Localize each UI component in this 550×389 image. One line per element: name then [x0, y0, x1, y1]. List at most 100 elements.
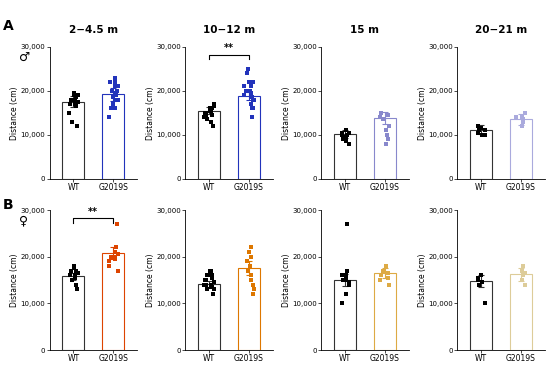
Point — [518, 277, 526, 283]
Text: **: ** — [224, 43, 234, 53]
Point — [107, 254, 116, 260]
Y-axis label: Distance (cm): Distance (cm) — [10, 86, 19, 140]
Point — [66, 96, 75, 103]
Point — [206, 268, 214, 274]
Point — [74, 99, 82, 105]
Point — [66, 268, 75, 274]
Point — [111, 79, 120, 85]
Point — [249, 96, 258, 103]
Point — [382, 140, 390, 147]
Point — [111, 254, 120, 260]
Point — [202, 277, 211, 283]
Point — [106, 79, 114, 85]
Point — [112, 92, 120, 98]
Point — [244, 66, 253, 72]
Point — [113, 96, 122, 103]
Point — [377, 110, 386, 116]
Text: **: ** — [89, 207, 98, 217]
Point — [73, 286, 82, 293]
Point — [474, 123, 482, 129]
Point — [73, 123, 82, 129]
Point — [249, 79, 257, 85]
Point — [475, 282, 483, 288]
Point — [201, 110, 210, 116]
Point — [72, 282, 80, 288]
Point — [105, 114, 114, 120]
Text: ♀: ♀ — [19, 214, 29, 227]
Point — [206, 282, 215, 288]
Point — [477, 272, 486, 279]
Point — [248, 291, 257, 297]
Point — [338, 130, 346, 136]
Point — [249, 282, 258, 288]
Point — [200, 282, 209, 288]
Point — [246, 263, 255, 269]
Point — [477, 132, 486, 138]
Bar — [334, 280, 356, 350]
Point — [70, 96, 79, 103]
Point — [342, 134, 350, 140]
Point — [342, 277, 351, 283]
Point — [244, 268, 253, 274]
Point — [521, 270, 530, 276]
Point — [70, 265, 79, 272]
Point — [206, 107, 214, 114]
Point — [384, 112, 393, 118]
Point — [201, 277, 210, 283]
Point — [521, 110, 530, 116]
Point — [240, 92, 249, 98]
Bar — [374, 273, 396, 350]
Point — [209, 103, 218, 109]
Point — [203, 286, 212, 293]
Point — [341, 291, 350, 297]
Y-axis label: Distance (cm): Distance (cm) — [282, 253, 291, 307]
Bar — [470, 130, 492, 179]
Point — [72, 103, 80, 109]
Point — [202, 110, 211, 116]
Point — [206, 107, 215, 114]
Point — [67, 119, 76, 125]
Point — [112, 92, 120, 98]
Point — [385, 123, 394, 129]
Point — [244, 249, 253, 255]
Text: 15 m: 15 m — [350, 25, 380, 35]
Point — [477, 125, 486, 131]
Point — [339, 136, 348, 142]
Point — [241, 88, 250, 94]
Point — [477, 279, 486, 286]
Point — [378, 116, 387, 123]
Point — [73, 92, 82, 98]
Point — [70, 275, 79, 281]
Point — [474, 275, 482, 281]
Point — [72, 94, 80, 100]
Point — [111, 249, 119, 255]
Point — [518, 114, 526, 120]
Bar — [470, 281, 492, 350]
Point — [203, 116, 212, 123]
Point — [377, 272, 386, 279]
Point — [249, 96, 258, 103]
Point — [206, 119, 215, 125]
Point — [481, 127, 490, 133]
Point — [112, 221, 121, 227]
Point — [108, 101, 117, 107]
Point — [244, 79, 253, 85]
Bar — [374, 118, 396, 179]
Point — [521, 282, 530, 288]
Point — [111, 256, 120, 262]
Point — [345, 279, 354, 286]
Point — [240, 83, 249, 89]
Point — [385, 282, 394, 288]
Point — [474, 130, 482, 136]
Point — [110, 74, 119, 81]
Point — [247, 277, 256, 283]
Point — [243, 258, 252, 265]
Bar — [102, 253, 124, 350]
Y-axis label: Distance (cm): Distance (cm) — [10, 253, 19, 307]
Point — [111, 96, 119, 103]
Point — [382, 263, 390, 269]
Point — [512, 114, 520, 120]
Point — [383, 270, 392, 276]
Point — [111, 90, 120, 96]
Point — [203, 116, 212, 123]
